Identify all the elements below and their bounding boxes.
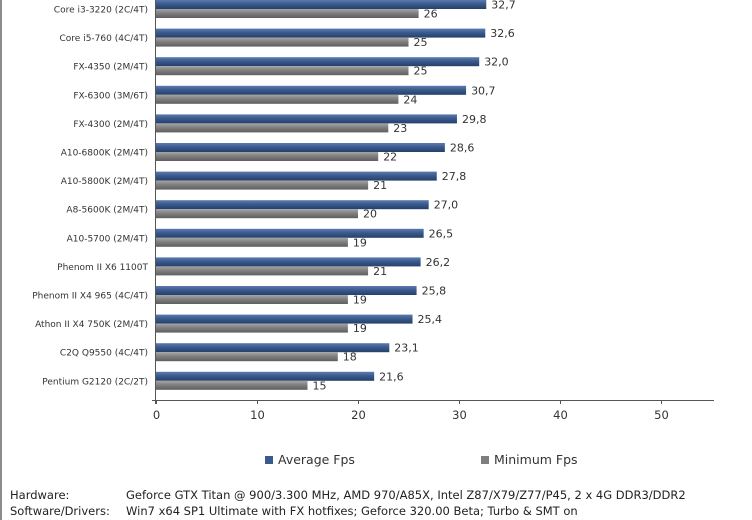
bar-average-fps xyxy=(156,286,417,295)
hardware-row: Hardware: Geforce GTX Titan @ 900/3.300 … xyxy=(10,487,686,503)
bar-minimum-fps xyxy=(156,180,369,190)
bar-average-fps xyxy=(156,28,486,38)
hardware-value: Geforce GTX Titan @ 900/3.300 MHz, AMD 9… xyxy=(126,488,686,502)
bar-minimum-fps xyxy=(156,266,369,276)
bar-minimum-fps xyxy=(156,37,409,47)
data-label-average: 26,2 xyxy=(426,256,451,269)
data-label-average: 27,0 xyxy=(434,199,459,212)
data-label-minimum: 25 xyxy=(414,65,428,78)
category-label: FX-6300 (3M/6T) xyxy=(73,91,148,101)
data-label-minimum: 24 xyxy=(403,93,417,106)
data-label-minimum: 22 xyxy=(383,151,397,164)
x-tick-label: 20 xyxy=(351,408,366,422)
bar-average-fps xyxy=(156,171,437,181)
category-label: C2Q Q9550 (4C/4T) xyxy=(60,349,148,359)
data-label-average: 29,8 xyxy=(462,113,487,126)
software-label: Software/Drivers: xyxy=(10,504,110,518)
data-label-minimum: 20 xyxy=(363,208,377,221)
data-label-minimum: 18 xyxy=(343,351,357,364)
data-label-average: 25,4 xyxy=(418,313,443,326)
bar-minimum-fps xyxy=(156,295,348,304)
legend: Average Fps Minimum Fps xyxy=(0,452,752,470)
test-setup-footer: Hardware: Geforce GTX Titan @ 900/3.300 … xyxy=(10,487,686,519)
bar-minimum-fps xyxy=(156,323,348,333)
bar-average-fps xyxy=(156,85,467,95)
data-label-average: 26,5 xyxy=(429,227,454,240)
data-label-average: 32,7 xyxy=(491,0,516,12)
legend-item-average: Average Fps xyxy=(265,452,355,467)
software-value: Win7 x64 SP1 Ultimate with FX hotfixes; … xyxy=(126,504,578,518)
data-label-minimum: 23 xyxy=(393,122,407,135)
x-tick-label: 0 xyxy=(153,408,160,422)
data-label-average: 30,7 xyxy=(471,84,496,97)
x-tick-label: 30 xyxy=(452,408,467,422)
category-label: FX-4300 (2M/4T) xyxy=(73,120,148,130)
data-label-average: 21,6 xyxy=(379,370,404,383)
x-tick-label: 10 xyxy=(250,408,265,422)
bar-minimum-fps xyxy=(156,237,348,247)
bar-average-fps xyxy=(156,114,457,124)
data-label-minimum: 15 xyxy=(313,379,327,392)
category-label: Core i5-760 (4C/4T) xyxy=(60,34,149,44)
category-label: A10-5800K (2M/4T) xyxy=(61,177,148,187)
bar-average-fps xyxy=(156,314,413,324)
bar-minimum-fps xyxy=(156,152,379,161)
category-label: Athon II X4 750K (2M/4T) xyxy=(35,320,148,330)
hardware-label: Hardware: xyxy=(10,488,70,502)
data-label-average: 27,8 xyxy=(442,170,467,183)
legend-item-minimum: Minimum Fps xyxy=(481,452,578,467)
category-label: Phenom II X6 1100T xyxy=(57,263,148,273)
data-label-average: 25,8 xyxy=(422,285,447,298)
data-label-minimum: 19 xyxy=(353,236,367,249)
category-label: Pentium G2120 (2C/2T) xyxy=(42,377,148,387)
data-label-minimum: 19 xyxy=(353,322,367,335)
bar-average-fps xyxy=(156,228,424,238)
bar-average-fps xyxy=(156,257,421,267)
category-label: A10-5700 (2M/4T) xyxy=(67,234,148,244)
bar-minimum-fps xyxy=(156,209,358,219)
legend-label-average: Average Fps xyxy=(278,452,355,467)
data-label-minimum: 25 xyxy=(414,36,428,49)
software-row: Software/Drivers: Win7 x64 SP1 Ultimate … xyxy=(10,503,686,519)
bar-minimum-fps xyxy=(156,9,419,18)
bar-average-fps xyxy=(156,0,487,9)
plot-area: Core i3-3220 (2C/4T) 32,7 26 Core i5-760 (4… xyxy=(32,0,714,422)
data-label-minimum: 19 xyxy=(353,294,367,307)
data-label-average: 32,6 xyxy=(490,27,515,40)
chart-frame-left-edge xyxy=(0,0,2,520)
bar-minimum-fps xyxy=(156,123,389,133)
bar-minimum-fps xyxy=(156,380,308,390)
category-label: Core i3-3220 (2C/4T) xyxy=(54,6,148,16)
bar-minimum-fps xyxy=(156,352,338,362)
x-tick-label: 50 xyxy=(654,408,669,422)
data-label-average: 23,1 xyxy=(394,342,419,355)
category-label: Phenom II X4 965 (4C/4T) xyxy=(32,292,148,302)
data-label-average: 32,0 xyxy=(484,56,509,69)
category-label: FX-4350 (2M/4T) xyxy=(73,63,148,73)
bar-average-fps xyxy=(156,371,375,381)
legend-swatch-minimum xyxy=(481,455,489,464)
data-label-minimum: 21 xyxy=(373,265,387,278)
bar-average-fps xyxy=(156,200,429,210)
category-label: A10-6800K (2M/4T) xyxy=(61,149,148,159)
legend-swatch-average xyxy=(265,455,273,464)
bar-chart: Core i3-3220 (2C/4T) 32,7 26 Core i5-760 (4… xyxy=(32,0,714,422)
x-tick-label: 40 xyxy=(553,408,568,422)
data-label-minimum: 26 xyxy=(424,8,438,21)
category-label: A8-5600K (2M/4T) xyxy=(66,206,148,216)
data-label-average: 28,6 xyxy=(450,142,475,155)
bar-minimum-fps xyxy=(156,66,409,76)
bar-minimum-fps xyxy=(156,94,399,104)
bar-average-fps xyxy=(156,143,445,152)
legend-label-minimum: Minimum Fps xyxy=(494,452,578,467)
bar-average-fps xyxy=(156,57,480,67)
data-label-minimum: 21 xyxy=(373,179,387,192)
bar-average-fps xyxy=(156,343,390,353)
